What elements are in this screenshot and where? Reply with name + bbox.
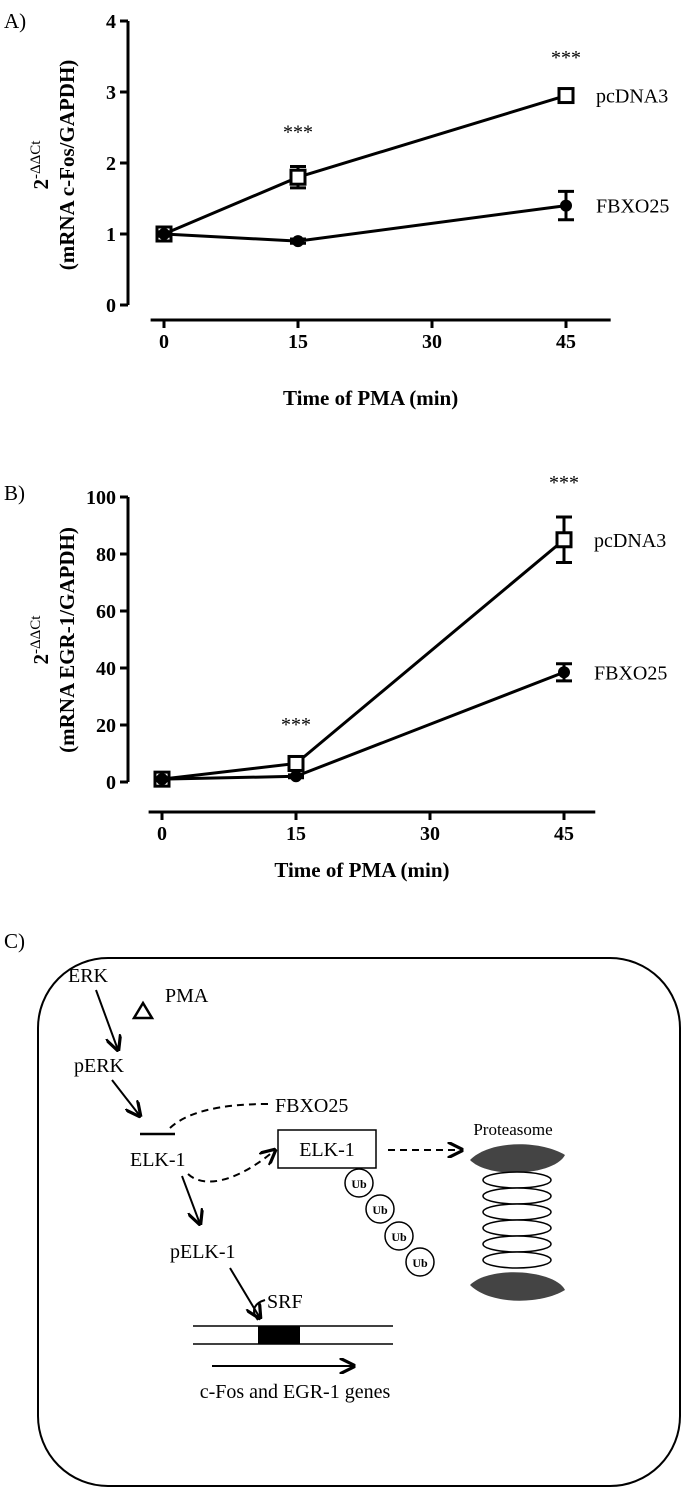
marker (292, 235, 304, 248)
arrow (187, 1150, 275, 1183)
y-tick-label: 80 (96, 544, 116, 566)
y-label-sub: (mRNA c-Fos/GAPDH) (55, 60, 79, 271)
marker (158, 228, 170, 240)
y-label-base: 2 (29, 654, 53, 665)
ub-label: Ub (391, 1230, 407, 1244)
x-tick-label: 45 (554, 823, 574, 845)
marker (558, 666, 570, 679)
panel-label: C) (4, 929, 25, 953)
node: SRF (267, 1291, 303, 1313)
y-tick-label: 4 (106, 11, 116, 33)
arrow (181, 1175, 200, 1224)
y-tick-label: 0 (106, 772, 116, 794)
marker (289, 168, 307, 186)
marker (156, 773, 168, 786)
annotation: *** (283, 122, 313, 144)
annotation: *** (281, 714, 311, 736)
series-label: FBXO25 (596, 196, 669, 218)
ub (384, 1221, 414, 1251)
srf-link (253, 1299, 266, 1321)
annotation: *** (549, 472, 579, 494)
marker (290, 770, 302, 783)
node: FBXO25 (275, 1095, 348, 1117)
y-label-exp: -ΔΔCt (28, 615, 44, 654)
node: ELK-1 (299, 1139, 355, 1161)
x-tick-label: 0 (157, 823, 167, 845)
node: c-Fos and EGR-1 genes (200, 1381, 391, 1403)
x-tick-label: 0 (159, 331, 169, 353)
y-tick-label: 20 (96, 715, 116, 737)
panel-label: A) (4, 9, 26, 33)
arrow (229, 1267, 260, 1318)
marker (560, 199, 572, 212)
ub (344, 1168, 374, 1198)
ub-label: Ub (372, 1203, 388, 1217)
x-tick-label: 45 (556, 331, 576, 353)
arrow (95, 989, 118, 1050)
proteasome (470, 1144, 565, 1301)
y-axis-label: 2-ΔΔCt (mRNA EGR-1/GAPDH) (28, 527, 79, 753)
x-tick-label: 15 (288, 331, 308, 353)
node: Proteasome (473, 1120, 552, 1139)
cell (37, 957, 681, 1487)
ub (405, 1247, 435, 1277)
marker (557, 87, 575, 105)
x-tick-label: 30 (420, 823, 440, 845)
ub-label: Ub (412, 1256, 428, 1270)
panel-label: B) (4, 481, 25, 505)
x-axis-label: Time of PMA (min) (283, 386, 458, 410)
triangle (131, 1000, 155, 1020)
y-label-exp: -ΔΔCt (28, 140, 44, 179)
ub (365, 1194, 395, 1224)
node: pERK (74, 1055, 125, 1077)
x-tick-label: 30 (422, 331, 442, 353)
series-label: FBXO25 (594, 662, 667, 684)
marker (287, 754, 305, 772)
y-tick-label: 40 (96, 658, 116, 680)
series-label: pcDNA3 (596, 86, 668, 108)
series-line (161, 670, 565, 781)
chart: B) 0 20 40 60 80 100 0 15 30 45 Time of PMA (min) 2-… (4, 472, 667, 882)
node: ELK-1 (130, 1149, 186, 1171)
node: PMA (165, 985, 209, 1007)
inhibition (167, 1103, 269, 1131)
y-axis-label: 2-ΔΔCt (mRNA c-Fos/GAPDH) (28, 60, 79, 271)
diagram: C) ERK PMA pERK FBXO25 ELK-1 ELK-1 Ub Ub… (4, 929, 681, 1487)
y-tick-label: 0 (106, 295, 116, 317)
y-tick-label: 100 (86, 487, 116, 509)
series-line (161, 538, 565, 781)
arrow (111, 1079, 140, 1116)
node: pELK-1 (170, 1241, 236, 1263)
y-label-base: 2 (29, 179, 53, 190)
node: ERK (68, 965, 109, 987)
promoter (258, 1326, 300, 1344)
annotation: *** (551, 47, 581, 69)
series-label: pcDNA3 (594, 530, 666, 552)
x-tick-label: 15 (286, 823, 306, 845)
y-tick-label: 2 (106, 153, 116, 175)
y-tick-label: 3 (106, 82, 116, 104)
y-label-sub: (mRNA EGR-1/GAPDH) (55, 527, 79, 753)
ub-label: Ub (351, 1177, 367, 1191)
x-axis-label: Time of PMA (min) (274, 858, 449, 882)
marker (555, 531, 573, 549)
y-tick-label: 1 (106, 224, 116, 246)
series-line (163, 204, 567, 243)
box (277, 1129, 377, 1169)
y-tick-label: 60 (96, 601, 116, 623)
